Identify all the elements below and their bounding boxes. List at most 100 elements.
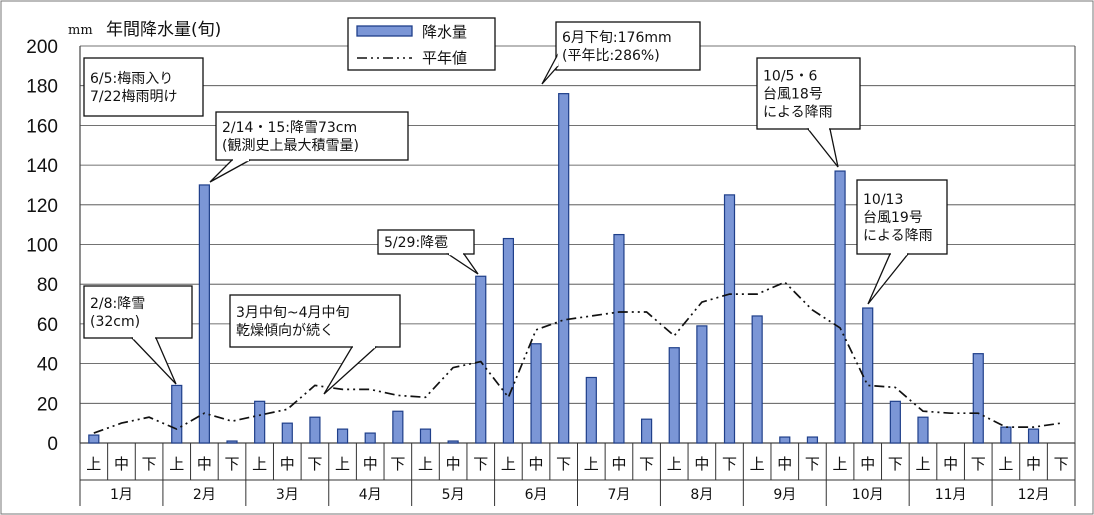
legend: 降水量 平年値 [347,17,496,71]
annotation-text: による降雨 [863,228,933,244]
y-axis-ticks: 0 20 40 60 80 100 120 140 160 180 200 [26,37,58,455]
annotation-text: による降雨 [763,105,833,121]
y-tick-label: 200 [26,37,58,58]
annotation-text: 乾燥傾向が続く [236,322,334,339]
legend-bar-swatch [356,25,413,37]
x-period-label: 中 [197,455,212,473]
annotation-text: 台風19号 [863,210,923,226]
bar-precip-29 [889,400,901,444]
bar-precip-0 [88,434,100,444]
x-month-label: 4月 [359,487,382,503]
bar-precip-20 [640,418,653,444]
bar-precip-11 [392,410,404,444]
bar-precip-16 [530,343,542,444]
bar-precip-3 [171,384,183,444]
bar-precip-32 [972,353,984,444]
y-tick-label: 20 [37,394,58,415]
annotation-text: 10/13 [863,192,903,208]
y-tick-label: 140 [26,156,58,177]
x-period-label: 上 [335,455,350,473]
bar-precip-4 [198,184,210,444]
annotation-text: 2/14・15:降雪73cm [222,120,357,136]
x-period-label: 下 [556,455,571,473]
annotation-text: 5/29:降雹 [384,235,448,251]
x-period-label: 上 [86,455,101,473]
x-period-label: 下 [142,455,157,473]
x-period-label: 上 [252,455,267,473]
bar-precip-19 [613,233,625,444]
x-period-label: 中 [280,455,295,473]
bar-precip-8 [309,416,321,444]
bar-precip-14 [475,275,487,444]
annotation-callout: 2/8:降雪 (32cm) [83,285,193,385]
bar-precip-34 [1027,428,1040,444]
x-period-label: 中 [694,455,709,473]
bar-precip-18 [585,376,597,444]
x-axis-categories: 上中下上中下上中下上中下上中下上中下上中下上中下上中下上中下上中下上中下1月 2月… [79,443,1076,506]
bar-precip-12 [419,428,432,444]
legend-line-label: 平年値 [422,49,467,67]
x-period-label: 上 [833,455,848,473]
x-month-label: 11月 [935,487,967,503]
annotation-callout: 2/14・15:降雪73cm(観測史上最大積雪量) [209,111,409,183]
annotation-text: (平年比:286%) [562,48,660,64]
x-period-label: 中 [1026,455,1041,473]
annotation-text: (32cm) [90,314,140,330]
x-period-label: 下 [225,455,240,473]
annotations: 6/5:梅雨入り 7/22梅雨明け 2/14・15:降雪73cm(観測史上最大積雪量… [83,21,948,395]
bar-precip-26 [806,436,819,444]
bar-precip-27 [834,170,846,444]
y-tick-label: 60 [37,315,58,336]
x-period-label: 上 [750,455,765,473]
x-month-label: 1月 [110,487,133,503]
bar-precip-30 [917,416,929,444]
x-period-label: 上 [418,455,433,473]
line-normal-series [93,281,1062,434]
x-period-label: 下 [1054,455,1069,473]
x-period-label: 中 [611,455,626,473]
bar-precip-6 [254,400,266,444]
y-tick-label: 100 [26,236,58,257]
x-month-label: 9月 [773,487,796,503]
x-period-label: 中 [860,455,875,473]
annotation-callout: 5/29:降雹 [377,229,479,275]
chart-title: 年間降水量(旬) [106,20,221,40]
x-period-label: 下 [390,455,405,473]
x-period-label: 上 [915,455,930,473]
annotation-text: 7/22梅雨明け [90,89,177,105]
bar-precip-21 [668,347,680,444]
x-period-label: 下 [307,455,322,473]
bar-precip-22 [696,325,708,444]
bar-precip-33 [1000,426,1012,444]
x-period-label: 上 [584,455,599,473]
annotation-text: 2/8:降雪 [90,296,145,312]
bar-precip-23 [723,194,736,444]
annotation-text: (観測史上最大積雪量) [222,137,359,154]
bars [88,93,1040,444]
x-month-label: 12月 [1018,487,1050,503]
x-period-label: 下 [639,455,654,473]
bar-precip-9 [336,428,349,444]
annotation-callout: 6/5:梅雨入り 7/22梅雨明け [83,57,204,117]
x-period-label: 下 [888,455,903,473]
annotation-text: 6/5:梅雨入り [90,71,173,87]
x-period-label: 中 [446,455,461,473]
bar-precip-24 [751,315,763,444]
bar-precip-15 [502,237,515,444]
x-period-label: 上 [667,455,682,473]
y-tick-label: 180 [26,77,58,98]
bar-precip-25 [779,436,791,444]
x-period-label: 中 [114,455,129,473]
annotation-text: 6月下旬:176mm [562,30,672,46]
y-tick-label: 80 [37,275,58,296]
bar-precip-13 [447,440,459,444]
x-period-label: 中 [943,455,958,473]
x-period-label: 下 [805,455,820,473]
y-tick-label: 120 [26,196,58,217]
annotation-text: 台風18号 [763,87,823,103]
x-month-label: 3月 [276,487,299,503]
x-period-label: 下 [971,455,986,473]
